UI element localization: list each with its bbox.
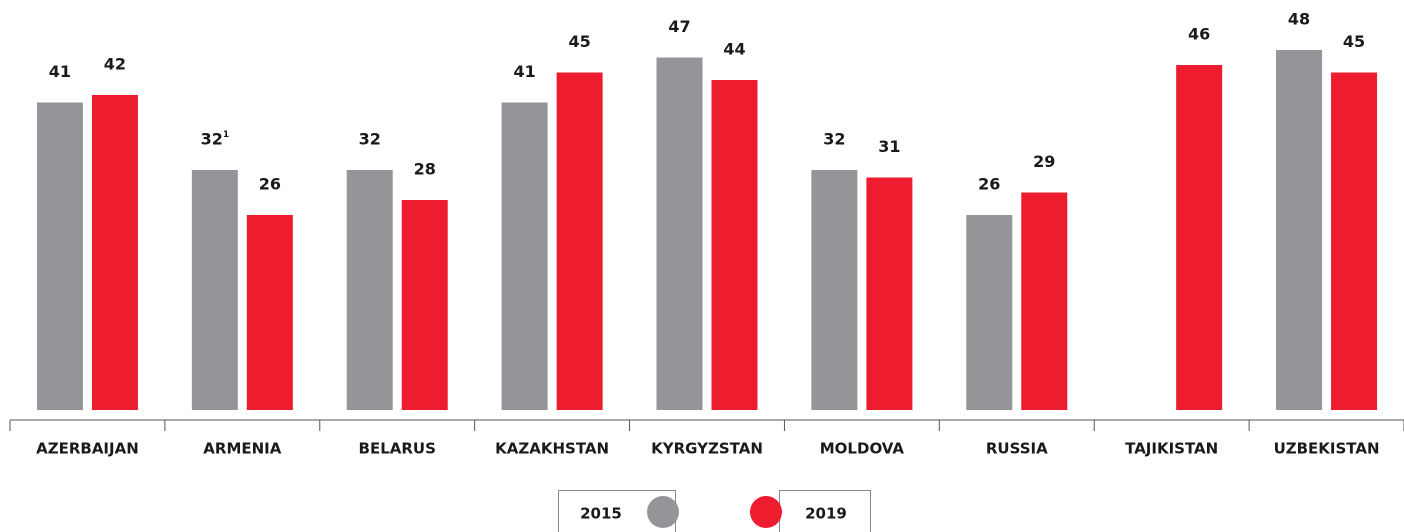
value-label: 29 <box>1033 152 1055 171</box>
value-label: 26 <box>978 175 1000 194</box>
legend-label: 2015 <box>580 505 622 523</box>
footnote-mark: 1 <box>223 130 229 140</box>
bar <box>966 215 1013 410</box>
value-label: 46 <box>1188 25 1210 44</box>
x-tick-label: MOLDOVA <box>820 440 905 458</box>
value-label: 45 <box>568 32 590 51</box>
x-tick-label: ARMENIA <box>203 440 281 458</box>
x-tick-label: BELARUS <box>359 440 436 458</box>
bar <box>36 102 83 410</box>
bar <box>91 95 138 410</box>
bar <box>1331 72 1378 410</box>
value-label: 32 <box>359 130 381 149</box>
value-label: 45 <box>1343 32 1365 51</box>
bar <box>1021 192 1068 410</box>
value-label: 41 <box>513 62 535 81</box>
bar <box>501 102 548 410</box>
bar <box>246 215 293 410</box>
bar <box>711 80 758 410</box>
bar <box>191 170 238 410</box>
bar <box>656 57 703 410</box>
value-label: 41 <box>49 62 71 81</box>
bar <box>401 200 448 410</box>
legend-swatch <box>750 496 782 528</box>
bar <box>556 72 603 410</box>
value-label: 321 <box>201 130 230 149</box>
bar <box>866 177 913 410</box>
bar <box>1276 50 1323 410</box>
legend-swatch <box>647 496 679 528</box>
x-tick-label: AZERBAIJAN <box>36 440 139 458</box>
bar <box>1176 65 1223 410</box>
value-label: 48 <box>1288 10 1310 29</box>
value-label: 44 <box>723 40 745 59</box>
value-label: 42 <box>104 55 126 74</box>
x-tick-label: RUSSIA <box>986 440 1048 458</box>
bar <box>811 170 858 410</box>
legend-label: 2019 <box>805 505 847 523</box>
value-label: 47 <box>668 17 690 36</box>
value-label: 26 <box>259 175 281 194</box>
x-tick-label: KAZAKHSTAN <box>495 440 609 458</box>
x-tick-label: TAJIKISTAN <box>1125 440 1218 458</box>
value-label: 31 <box>878 137 900 156</box>
value-label: 28 <box>414 160 436 179</box>
x-tick-label: UZBEKISTAN <box>1274 440 1380 458</box>
value-label: 32 <box>823 130 845 149</box>
bar <box>346 170 393 410</box>
x-tick-label: KYRGYZSTAN <box>651 440 763 458</box>
